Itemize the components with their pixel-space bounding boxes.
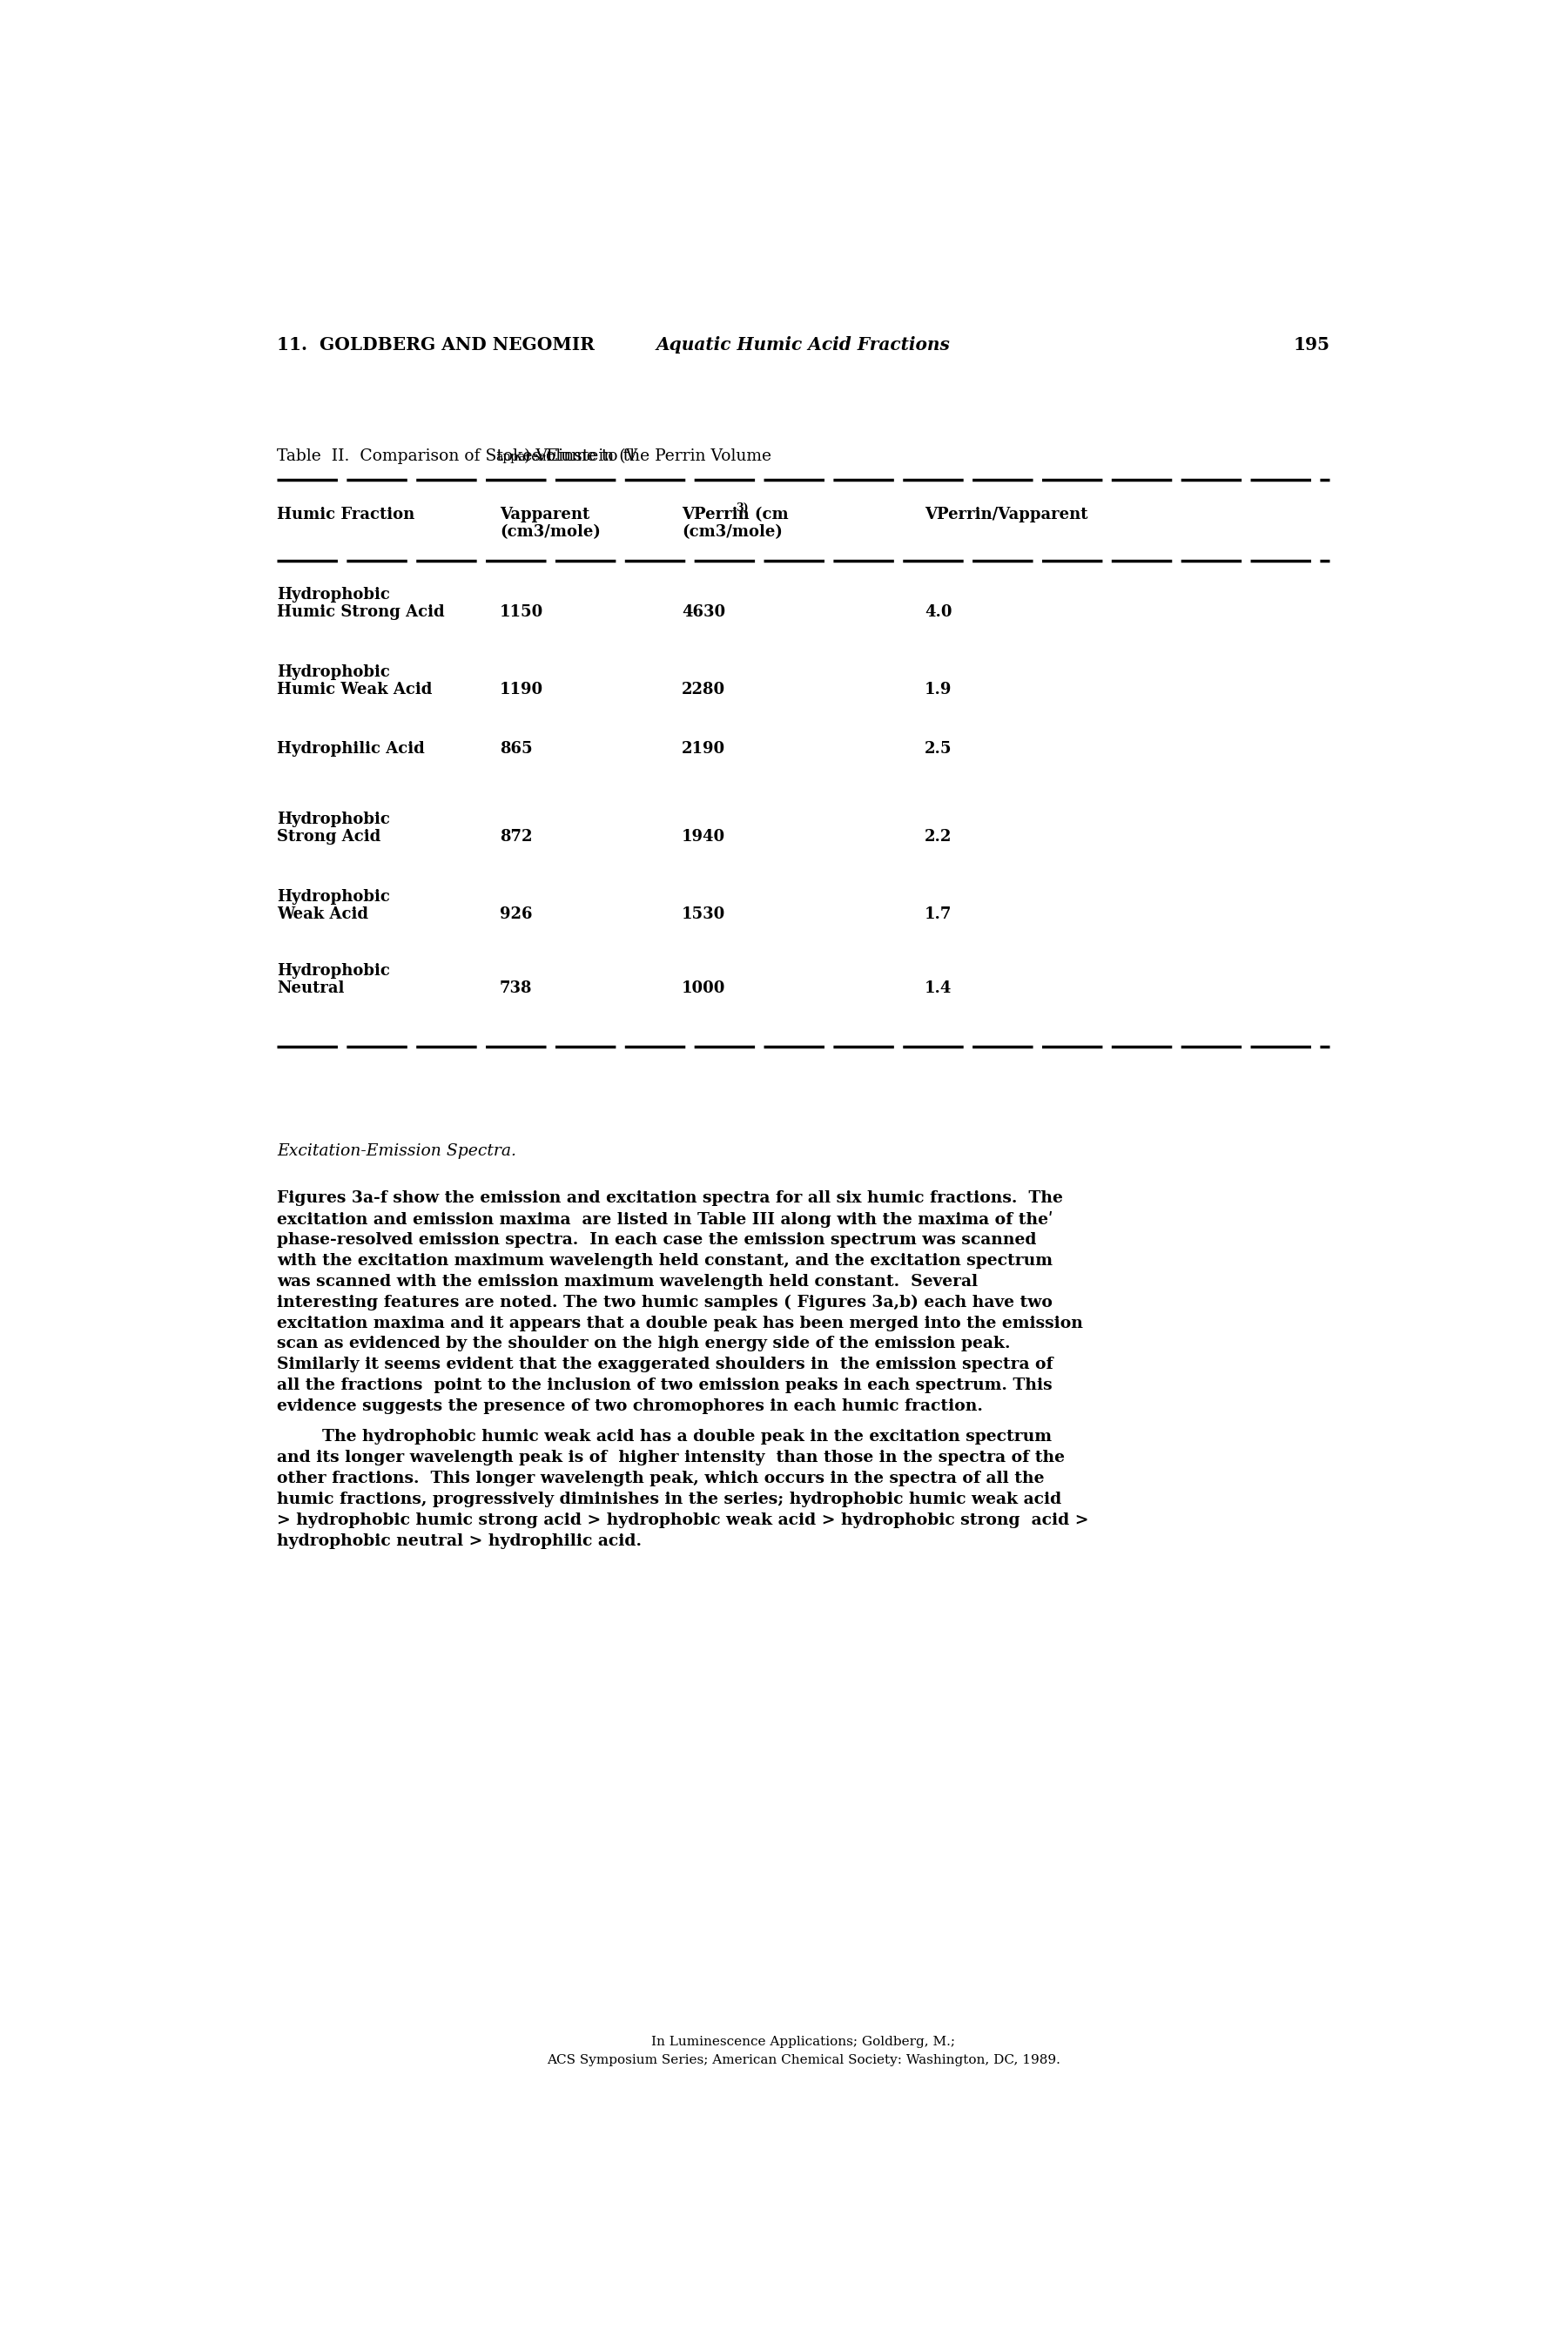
Text: 1150: 1150 xyxy=(500,604,544,621)
Text: ) Volume to the Perrin Volume: ) Volume to the Perrin Volume xyxy=(524,449,771,463)
Text: interesting features are noted. The two humic samples ( Figures 3a,b) each have : interesting features are noted. The two … xyxy=(278,1295,1052,1310)
Text: Humic Strong Acid: Humic Strong Acid xyxy=(278,604,445,621)
Text: 1940: 1940 xyxy=(682,830,726,844)
Text: 1530: 1530 xyxy=(682,907,726,922)
Text: Hydrophobic: Hydrophobic xyxy=(278,588,390,602)
Text: 4.0: 4.0 xyxy=(925,604,952,621)
Text: apparent: apparent xyxy=(495,451,550,463)
Text: Aquatic Humic Acid Fractions: Aquatic Humic Acid Fractions xyxy=(655,336,950,353)
Text: Vapparent: Vapparent xyxy=(500,508,590,522)
Text: 865: 865 xyxy=(500,741,533,757)
Text: Excitation-Emission Spectra.: Excitation-Emission Spectra. xyxy=(278,1143,516,1159)
Text: 926: 926 xyxy=(500,907,532,922)
Text: Weak Acid: Weak Acid xyxy=(278,907,368,922)
Text: 3): 3) xyxy=(735,503,748,513)
Text: > hydrophobic humic strong acid > hydrophobic weak acid > hydrophobic strong  ac: > hydrophobic humic strong acid > hydrop… xyxy=(278,1512,1088,1528)
Text: In Luminescence Applications; Goldberg, M.;: In Luminescence Applications; Goldberg, … xyxy=(651,2036,955,2048)
Text: ACS Symposium Series; American Chemical Society: Washington, DC, 1989.: ACS Symposium Series; American Chemical … xyxy=(547,2055,1060,2067)
Text: VPerrin/Vapparent: VPerrin/Vapparent xyxy=(925,508,1088,522)
Text: 195: 195 xyxy=(1294,336,1330,353)
Text: 1.9: 1.9 xyxy=(925,682,952,698)
Text: (cm3/mole): (cm3/mole) xyxy=(500,524,601,541)
Text: 1000: 1000 xyxy=(682,980,726,997)
Text: VPerrin (cm: VPerrin (cm xyxy=(682,508,789,522)
Text: 11.  GOLDBERG AND NEGOMIR: 11. GOLDBERG AND NEGOMIR xyxy=(278,336,594,353)
Text: Figures 3a-f show the emission and excitation spectra for all six humic fraction: Figures 3a-f show the emission and excit… xyxy=(278,1190,1063,1206)
Text: excitation and emission maxima  are listed in Table III along with the maxima of: excitation and emission maxima are liste… xyxy=(278,1211,1054,1227)
Text: Table  II.  Comparison of Stokes-Einstein (V: Table II. Comparison of Stokes-Einstein … xyxy=(278,449,638,463)
Text: 872: 872 xyxy=(500,830,532,844)
Text: 2.5: 2.5 xyxy=(925,741,952,757)
Text: Hydrophobic: Hydrophobic xyxy=(278,889,390,905)
Text: 4630: 4630 xyxy=(682,604,726,621)
Text: 1190: 1190 xyxy=(500,682,543,698)
Text: 1.4: 1.4 xyxy=(925,980,952,997)
Text: other fractions.  This longer wavelength peak, which occurs in the spectra of al: other fractions. This longer wavelength … xyxy=(278,1472,1044,1486)
Text: Humic Fraction: Humic Fraction xyxy=(278,508,416,522)
Text: 2280: 2280 xyxy=(682,682,726,698)
Text: scan as evidenced by the shoulder on the high energy side of the emission peak.: scan as evidenced by the shoulder on the… xyxy=(278,1335,1010,1352)
Text: Neutral: Neutral xyxy=(278,980,345,997)
Text: with the excitation maximum wavelength held constant, and the excitation spectru: with the excitation maximum wavelength h… xyxy=(278,1253,1052,1270)
Text: hydrophobic neutral > hydrophilic acid.: hydrophobic neutral > hydrophilic acid. xyxy=(278,1533,641,1549)
Text: Humic Weak Acid: Humic Weak Acid xyxy=(278,682,433,698)
Text: 738: 738 xyxy=(500,980,532,997)
Text: Hydrophobic: Hydrophobic xyxy=(278,811,390,828)
Text: (cm3/mole): (cm3/mole) xyxy=(682,524,782,541)
Text: excitation maxima and it appears that a double peak has been merged into the emi: excitation maxima and it appears that a … xyxy=(278,1314,1083,1331)
Text: 2190: 2190 xyxy=(682,741,726,757)
Text: Hydrophilic Acid: Hydrophilic Acid xyxy=(278,741,425,757)
Text: Hydrophobic: Hydrophobic xyxy=(278,962,390,978)
Text: The hydrophobic humic weak acid has a double peak in the excitation spectrum: The hydrophobic humic weak acid has a do… xyxy=(278,1429,1052,1446)
Text: Hydrophobic: Hydrophobic xyxy=(278,665,390,679)
Text: evidence suggests the presence of two chromophores in each humic fraction.: evidence suggests the presence of two ch… xyxy=(278,1399,983,1415)
Text: Strong Acid: Strong Acid xyxy=(278,830,381,844)
Text: 1.7: 1.7 xyxy=(925,907,952,922)
Text: was scanned with the emission maximum wavelength held constant.  Several: was scanned with the emission maximum wa… xyxy=(278,1274,978,1288)
Text: and its longer wavelength peak is of  higher intensity  than those in the spectr: and its longer wavelength peak is of hig… xyxy=(278,1451,1065,1465)
Text: humic fractions, progressively diminishes in the series; hydrophobic humic weak : humic fractions, progressively diminishe… xyxy=(278,1491,1062,1507)
Text: Similarly it seems evident that the exaggerated shoulders in  the emission spect: Similarly it seems evident that the exag… xyxy=(278,1357,1054,1373)
Text: 2.2: 2.2 xyxy=(925,830,952,844)
Text: phase-resolved emission spectra.  In each case the emission spectrum was scanned: phase-resolved emission spectra. In each… xyxy=(278,1232,1036,1248)
Text: all the fractions  point to the inclusion of two emission peaks in each spectrum: all the fractions point to the inclusion… xyxy=(278,1378,1052,1394)
